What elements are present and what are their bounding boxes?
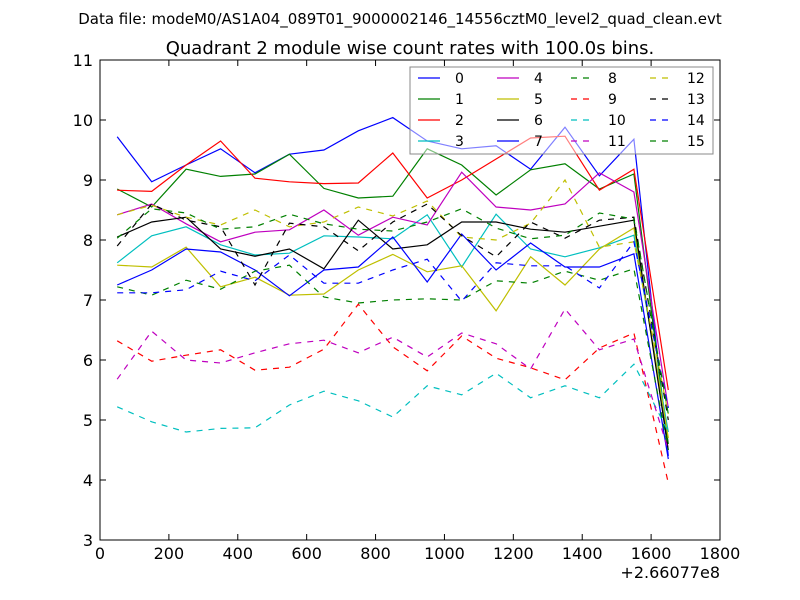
x-tick-label: 400: [223, 544, 254, 563]
x-tick-label: 0: [95, 544, 105, 563]
suptitle: Data file: modeM0/AS1A04_089T01_90000021…: [78, 10, 722, 29]
legend-label-13: 13: [687, 92, 705, 108]
legend-label-7: 7: [534, 134, 543, 150]
series-line-10: [116, 363, 669, 433]
y-tick-label: 3: [83, 531, 93, 550]
x-tick-label: 600: [291, 544, 322, 563]
legend-label-8: 8: [608, 71, 617, 87]
legend-label-4: 4: [534, 71, 543, 87]
series-line-8: [117, 264, 669, 451]
series-line-9: [116, 303, 669, 484]
legend-label-5: 5: [534, 92, 543, 108]
y-tick-label: 5: [83, 411, 93, 430]
y-tick-label: 9: [83, 171, 93, 190]
series-line-12: [117, 178, 669, 415]
series-line-15: [116, 208, 669, 415]
x-tick-label: 1200: [493, 544, 534, 563]
legend-label-14: 14: [687, 113, 705, 129]
ticks-layer: 0 200 400 600 800 1000 1200 1400 1600 1800 3 4 5 6 7 8 9…: [73, 51, 741, 563]
legend-label-0: 0: [455, 71, 464, 87]
y-tick-label: 8: [83, 231, 93, 250]
legend-label-12: 12: [687, 71, 705, 87]
legend-label-9: 9: [608, 92, 617, 108]
y-tick-label: 10: [73, 111, 93, 130]
series-line-6: [116, 216, 669, 451]
x-tick-label: 1600: [631, 544, 672, 563]
y-tick-label: 11: [73, 51, 93, 70]
legend-label-6: 6: [534, 113, 543, 129]
legend-label-2: 2: [455, 113, 464, 129]
series-line-1: [116, 148, 669, 445]
chart-title: Quadrant 2 module wise count rates with …: [166, 38, 655, 59]
series-line-7: [116, 233, 669, 460]
series-line-4: [117, 171, 669, 409]
legend-label-11: 11: [608, 134, 626, 150]
series-line-14: [117, 240, 669, 409]
x-tick-label: 1800: [700, 544, 741, 563]
x-tick-label: 200: [154, 544, 185, 563]
y-tick-label: 4: [83, 471, 93, 490]
y-tick-label: 6: [83, 351, 93, 370]
series-line-3: [116, 213, 669, 433]
series-line-5: [117, 227, 669, 439]
legend-label-1: 1: [455, 92, 464, 108]
x-tick-label: 1000: [424, 544, 465, 563]
series-line-13: [116, 203, 669, 421]
series-line-11: [116, 307, 669, 451]
legend-label-3: 3: [455, 134, 464, 150]
legend-label-10: 10: [608, 113, 626, 129]
y-tick-label: 7: [83, 291, 93, 310]
x-offset-label: +2.66077e8: [620, 563, 720, 582]
x-tick-label: 800: [360, 544, 391, 563]
series-layer: [116, 116, 669, 484]
legend-frame: [409, 66, 714, 155]
legend-label-15: 15: [687, 134, 705, 150]
x-tick-label: 1400: [562, 544, 603, 563]
